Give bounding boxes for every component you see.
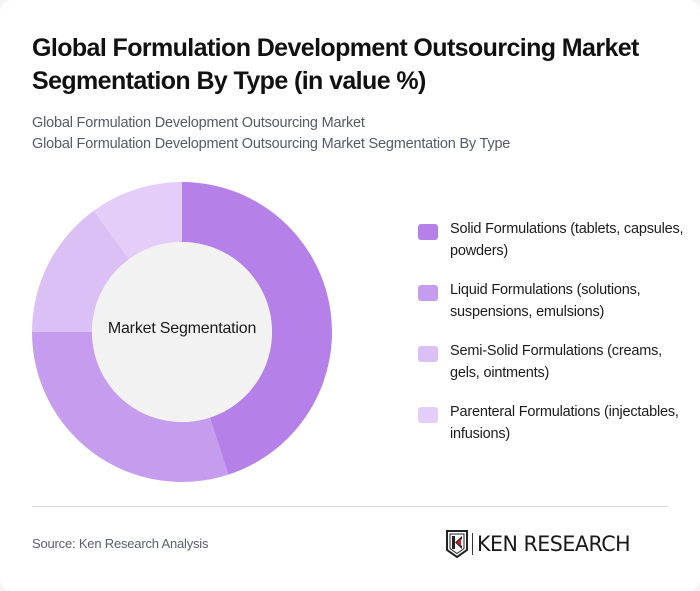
source-text: Source: Ken Research Analysis <box>32 536 209 551</box>
legend-item-parenteral[interactable]: Parenteral Formulations (injectables, in… <box>418 401 688 462</box>
ken-research-logo-icon <box>446 530 468 558</box>
legend-item-semi-solid[interactable]: Semi-Solid Formulations (creams, gels, o… <box>418 340 688 401</box>
donut-center-label: Market Segmentation <box>107 320 257 337</box>
donut-segment[interactable] <box>182 182 332 475</box>
donut-hole <box>92 242 272 422</box>
footer-divider <box>32 506 668 507</box>
legend-item-solid[interactable]: Solid Formulations (tablets, capsules, p… <box>418 218 688 279</box>
subtitle-line-1: Global Formulation Development Outsourci… <box>32 115 365 131</box>
chart-legend: Solid Formulations (tablets, capsules, p… <box>418 218 688 462</box>
legend-label: Semi-Solid Formulations (creams, gels, o… <box>450 343 662 381</box>
legend-swatch <box>418 224 438 240</box>
legend-swatch <box>418 346 438 362</box>
legend-label: Solid Formulations (tablets, capsules, p… <box>450 221 684 259</box>
donut-svg <box>32 182 332 482</box>
donut-segment[interactable] <box>32 210 130 332</box>
legend-swatch <box>418 285 438 301</box>
legend-label: Parenteral Formulations (injectables, in… <box>450 404 679 442</box>
logo-separator <box>472 533 473 555</box>
legend-item-liquid[interactable]: Liquid Formulations (solutions, suspensi… <box>418 279 688 340</box>
subtitle-line-2: Global Formulation Development Outsourci… <box>32 136 511 152</box>
donut-chart: Market Segmentation <box>0 170 380 490</box>
donut-segment[interactable] <box>93 182 182 260</box>
legend-label: Liquid Formulations (solutions, suspensi… <box>450 282 641 320</box>
logo-text: KEN RESEARCH <box>477 532 631 556</box>
donut-segment[interactable] <box>32 332 229 482</box>
page-title: Global Formulation Development Outsourci… <box>32 34 639 95</box>
ken-research-logo: KEN RESEARCH <box>446 530 633 558</box>
subtitle: Global Formulation Development Outsourci… <box>32 113 672 155</box>
legend-swatch <box>418 407 438 423</box>
